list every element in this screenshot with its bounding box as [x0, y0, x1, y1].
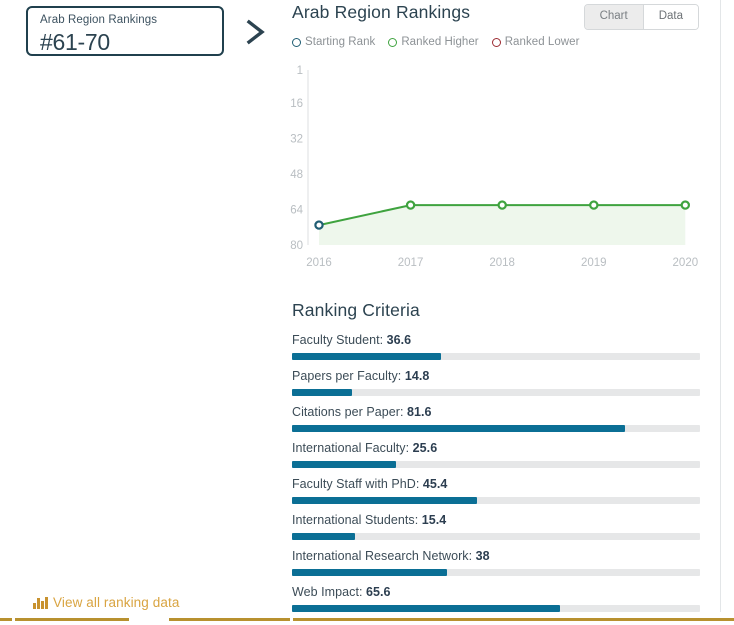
y-axis-tick-labels: 1 16 32 48 64 80: [290, 65, 303, 252]
x-axis-tick-label: 2017: [398, 257, 424, 269]
criterion-label: Faculty Student: 36.6: [292, 333, 412, 347]
y-axis-tick-label: 64: [290, 205, 303, 217]
criterion-bar-track: [292, 605, 700, 612]
criterion-value: 38: [475, 549, 490, 563]
chart-data-points: [314, 200, 690, 230]
x-axis-tick-label: 2020: [673, 257, 699, 269]
legend-dot-ranked-higher: [388, 37, 398, 47]
criterion-row: Faculty Student: 36.6: [292, 330, 707, 366]
chart-data-point[interactable]: [589, 200, 599, 210]
x-axis-tick-label: 2018: [489, 257, 515, 269]
criterion-value: 45.4: [422, 477, 448, 491]
criteria-section-title: Ranking Criteria: [292, 300, 420, 320]
criterion-value: 36.6: [386, 333, 412, 347]
criterion-bar-track: [292, 389, 700, 396]
criterion-bar-fill: [292, 461, 397, 468]
chart-legend: Starting Rank Ranked Higher Ranked Lower: [292, 36, 579, 48]
view-all-ranking-data-label: View all ranking data: [53, 595, 180, 610]
criterion-row: Citations per Paper: 81.6: [292, 402, 707, 438]
rankings-line-chart[interactable]: 1 16 32 48 64 80 2016 2017 2018 2019 2020: [285, 62, 705, 274]
criterion-row: International Research Network: 38: [292, 546, 707, 582]
chevron-right-icon[interactable]: [240, 16, 270, 48]
criterion-label: Web Impact: 65.6: [292, 585, 391, 599]
divider-gap: [290, 618, 293, 621]
legend-item-ranked-lower[interactable]: Ranked Lower: [491, 36, 580, 48]
bottom-divider: [0, 618, 734, 621]
x-axis-tick-label: 2019: [581, 257, 607, 269]
rank-card-value: #61-70: [40, 29, 110, 55]
tab-data[interactable]: Data: [642, 5, 698, 29]
page-title: Arab Region Rankings: [292, 2, 471, 22]
chart-area-fill: [319, 205, 686, 245]
criteria-list: Faculty Student: 36.6 Papers per Faculty:…: [292, 330, 707, 618]
rank-card-label: Arab Region Rankings: [40, 14, 158, 26]
chart-data-point[interactable]: [314, 220, 324, 230]
criterion-bar-fill: [292, 569, 448, 576]
criterion-bar-track: [292, 569, 700, 576]
criterion-bar-fill: [292, 353, 442, 360]
y-axis-tick-label: 32: [290, 134, 303, 146]
y-axis-tick-label: 48: [290, 169, 303, 181]
criterion-bar-track: [292, 497, 700, 504]
criterion-value: 14.8: [404, 369, 430, 383]
criterion-value: 15.4: [421, 513, 447, 527]
criterion-label: International Faculty: 25.6: [292, 441, 438, 455]
legend-label-ranked-higher: Ranked Higher: [401, 36, 479, 48]
criterion-bar-fill: [292, 425, 625, 432]
chart-data-point[interactable]: [405, 200, 416, 210]
criterion-row: Web Impact: 65.6: [292, 582, 707, 618]
criterion-label: International Students: 15.4: [292, 513, 447, 527]
chart-data-point[interactable]: [497, 200, 507, 210]
criterion-bar-fill: [292, 533, 355, 540]
view-toggle-group[interactable]: Chart Data: [583, 4, 699, 30]
legend-dot-ranked-lower: [491, 37, 501, 47]
criterion-bar-track: [292, 461, 700, 468]
y-axis-tick-label: 80: [290, 240, 303, 252]
legend-item-starting-rank[interactable]: Starting Rank: [292, 36, 375, 48]
tab-chart[interactable]: Chart: [584, 5, 643, 29]
rankings-panel: Arab Region Rankings Chart Data Starting…: [285, 0, 721, 612]
criterion-row: Faculty Staff with PhD: 45.4: [292, 474, 707, 510]
criterion-bar-track: [292, 533, 700, 540]
chart-data-point[interactable]: [680, 200, 690, 210]
arab-region-rankings-card[interactable]: Arab Region Rankings #61-70: [26, 6, 224, 56]
criterion-label: Citations per Paper: 81.6: [292, 405, 432, 419]
criterion-bar-fill: [292, 497, 478, 504]
y-axis-tick-label: 16: [290, 98, 303, 110]
left-column: Arab Region Rankings #61-70 View all ran…: [0, 0, 285, 612]
x-axis-tick-label: 2016: [306, 257, 332, 269]
criterion-label: International Research Network: 38: [292, 549, 490, 563]
divider-gap: [129, 618, 169, 621]
legend-dot-starting-rank: [292, 37, 301, 47]
criterion-bar-fill: [292, 389, 353, 396]
bar-chart-icon: [33, 596, 48, 609]
criterion-bar-track: [292, 353, 700, 360]
divider-gap: [12, 618, 15, 621]
criterion-bar-fill: [292, 605, 560, 612]
criterion-label: Faculty Staff with PhD: 45.4: [292, 477, 448, 491]
chart-svg: 1 16 32 48 64 80 2016 2017 2018 2019 2020: [290, 65, 698, 269]
criterion-value: 65.6: [366, 585, 391, 599]
criterion-bar-track: [292, 425, 700, 432]
x-axis-tick-labels: 2016 2017 2018 2019 2020: [306, 257, 698, 269]
criterion-row: International Students: 15.4: [292, 510, 707, 546]
legend-item-ranked-higher[interactable]: Ranked Higher: [388, 36, 479, 48]
legend-label-ranked-lower: Ranked Lower: [504, 36, 580, 48]
criterion-value: 81.6: [407, 405, 432, 419]
criterion-row: International Faculty: 25.6: [292, 438, 707, 474]
criterion-label: Papers per Faculty: 14.8: [292, 369, 430, 383]
criterion-value: 25.6: [412, 441, 438, 455]
view-all-ranking-data-link[interactable]: View all ranking data: [33, 595, 179, 610]
criterion-row: Papers per Faculty: 14.8: [292, 366, 707, 402]
y-axis-tick-label: 1: [297, 65, 303, 77]
legend-label-starting-rank: Starting Rank: [305, 36, 376, 48]
